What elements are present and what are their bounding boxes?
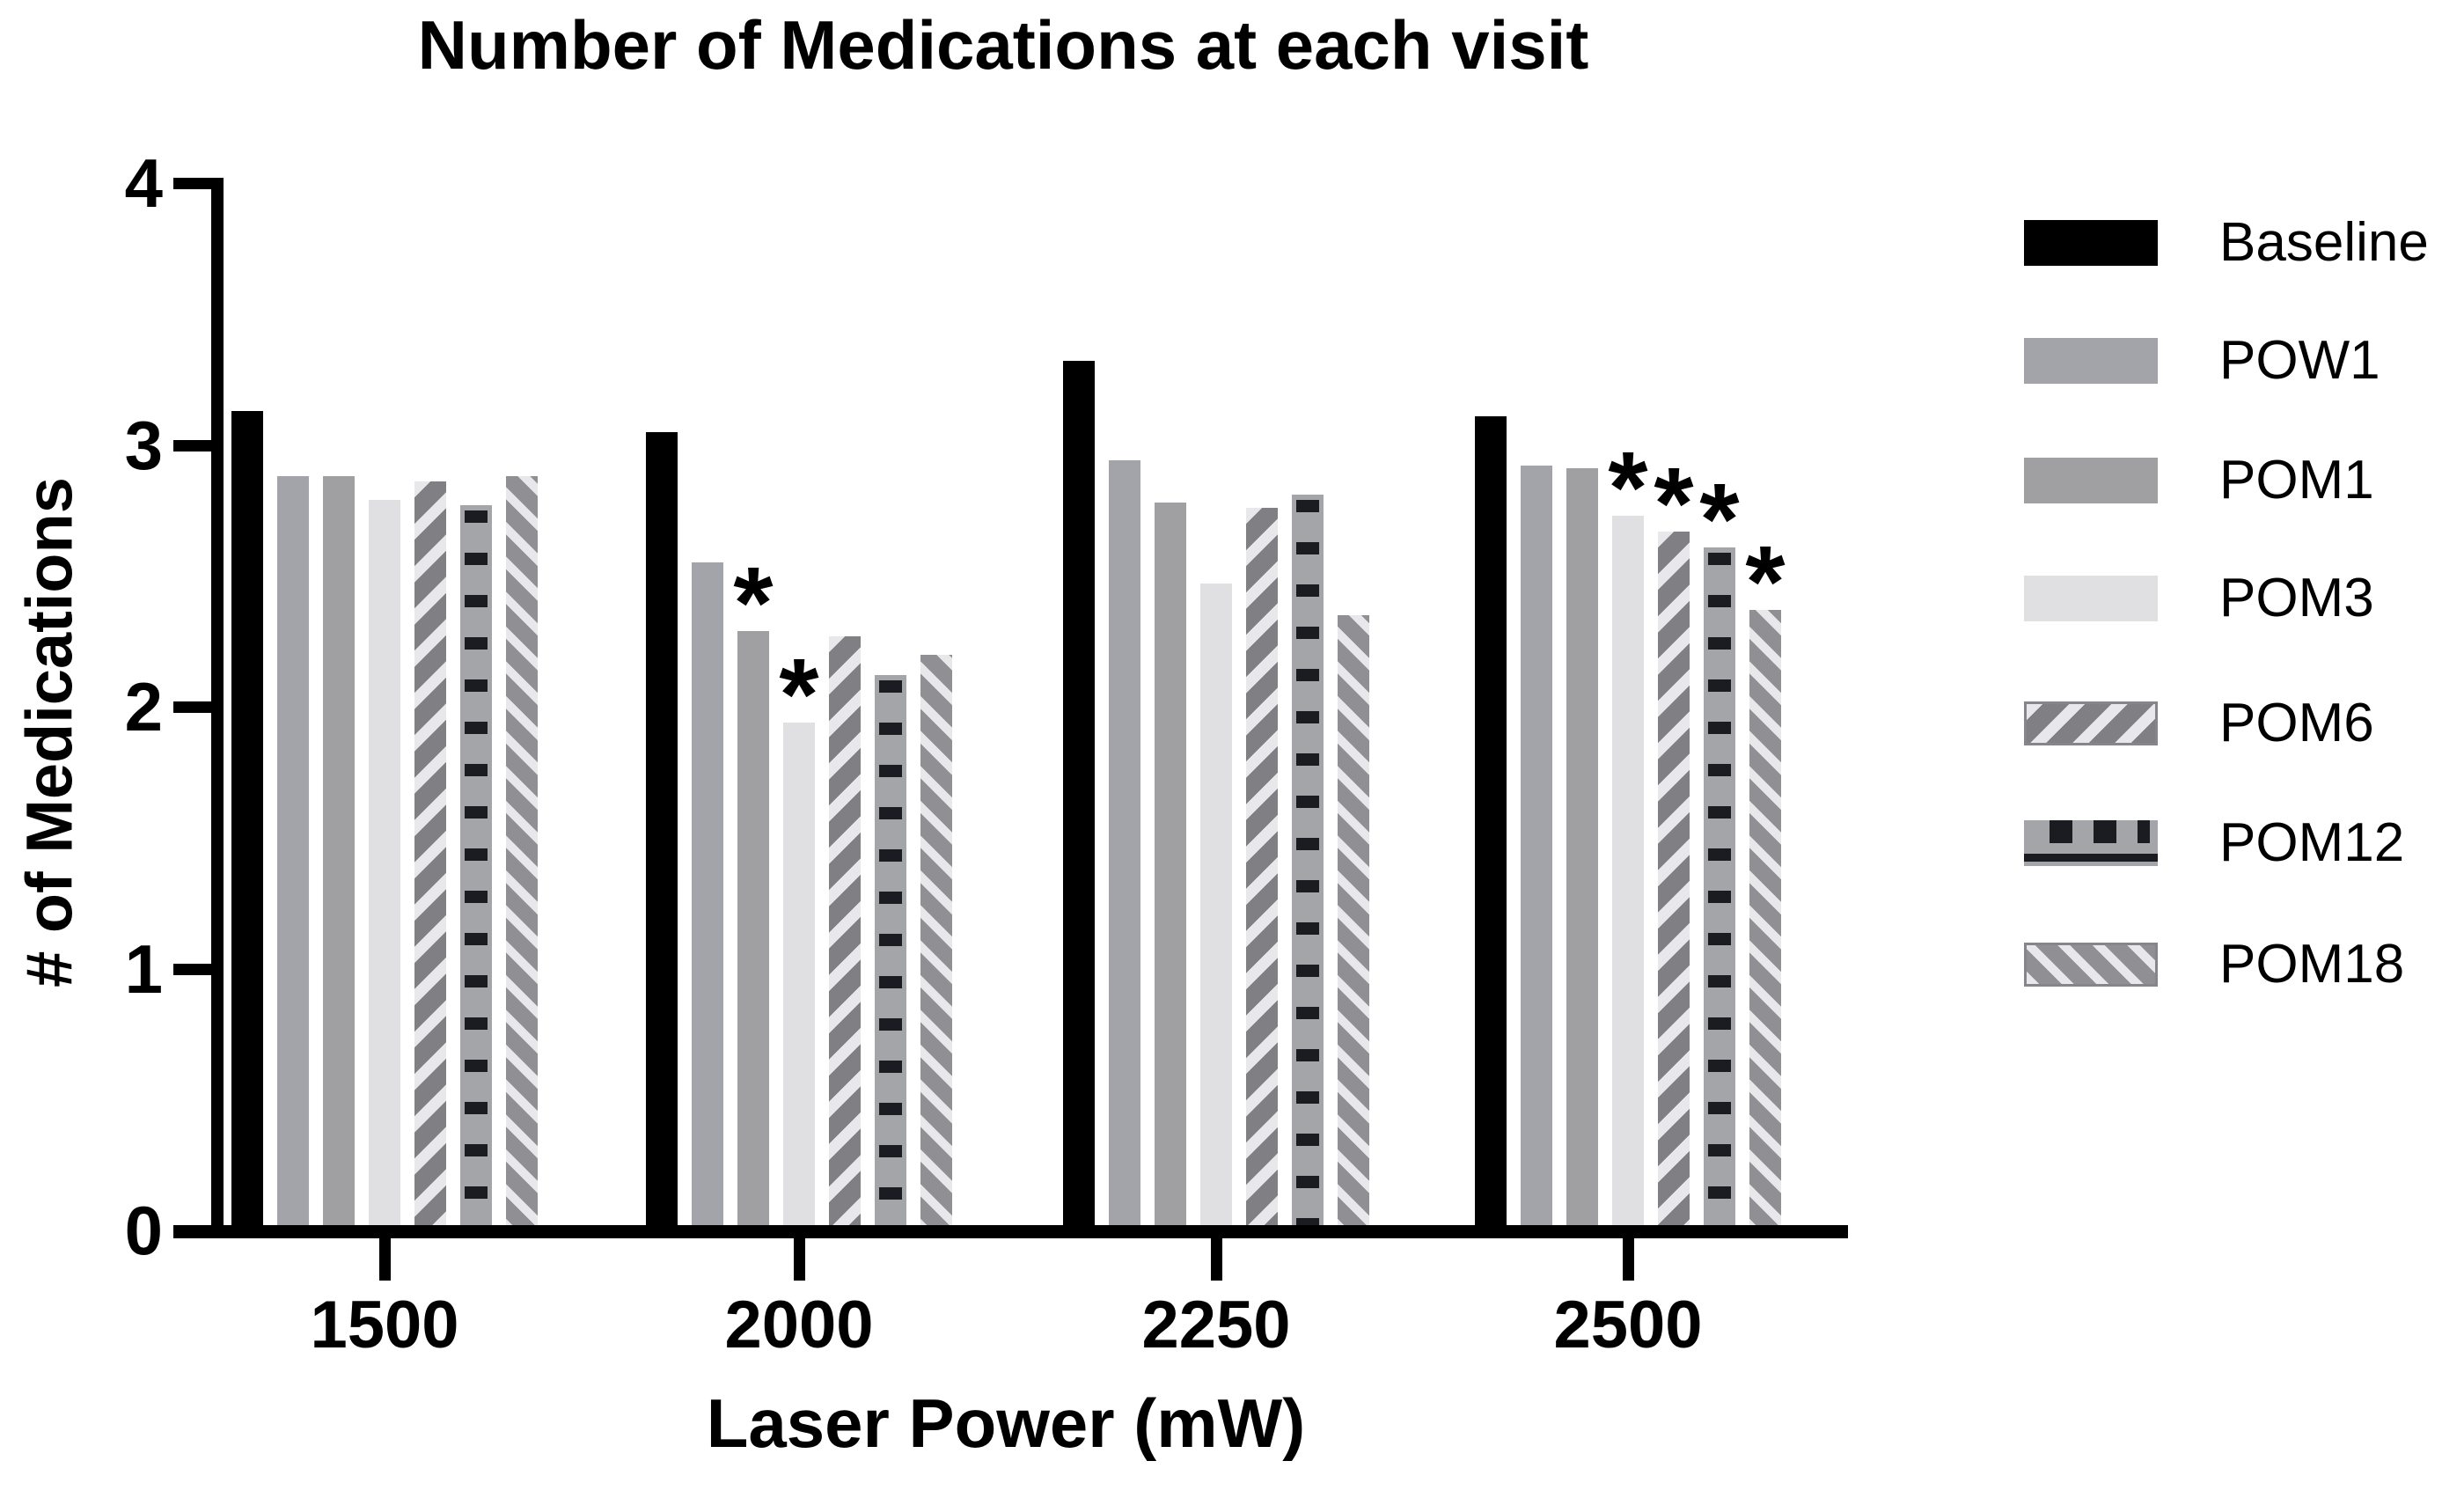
x-tick-label-2000: 2000 [724, 1288, 874, 1362]
bar-1500-POM3 [369, 499, 400, 1231]
bar-2250-POM18 [1338, 614, 1369, 1231]
significance-star-2500-POM18: * [1745, 524, 1786, 639]
x-tick-2500 [1623, 1238, 1634, 1281]
bar-1500-POM1 [323, 476, 355, 1231]
y-axis-line [211, 178, 224, 1237]
legend-label-POM3: POM3 [2219, 568, 2374, 628]
significance-star-2000-POM1: * [733, 545, 774, 660]
chart-title: Number of Medications at each visit [417, 6, 1589, 84]
bar-2250-POW1 [1109, 460, 1140, 1231]
legend-row-Baseline: Baseline [2024, 212, 2429, 274]
x-tick-label-2500: 2500 [1553, 1288, 1703, 1362]
x-tick-label-2250: 2250 [1141, 1288, 1291, 1362]
legend-swatch-POM3 [2024, 576, 2158, 621]
x-tick-2000 [794, 1238, 805, 1281]
y-tick-label-0: 0 [124, 1192, 163, 1269]
bar-1500-POM18 [506, 476, 538, 1231]
legend-swatch-POM6 [2024, 701, 2158, 745]
legend-swatch-POW1 [2024, 338, 2158, 384]
legend-swatch-Baseline [2024, 220, 2158, 266]
legend-row-POM12: POM12 [2024, 812, 2404, 874]
legend-label-POM6: POM6 [2219, 693, 2374, 753]
significance-star-2500-POM6: * [1654, 445, 1694, 561]
bar-2500-POM18 [1749, 609, 1781, 1231]
legend-label-Baseline: Baseline [2219, 212, 2429, 273]
bar-1500-POM6 [414, 481, 446, 1231]
bar-2000-POM3 [783, 722, 815, 1231]
bar-2000-POM6 [829, 635, 861, 1231]
bar-2000-POM1 [737, 630, 769, 1231]
y-tick-label-4: 4 [124, 144, 163, 222]
bar-2000-Baseline [646, 431, 678, 1231]
bar-2000-POM12 [875, 675, 906, 1231]
bar-2500-POM6 [1658, 531, 1690, 1231]
legend-label-POM12: POM12 [2219, 812, 2405, 873]
bar-2250-POM1 [1155, 502, 1186, 1231]
legend-swatch-POM18 [2024, 943, 2158, 987]
y-tick-label-3: 3 [124, 406, 163, 484]
y-tick-label-2: 2 [124, 668, 163, 745]
legend-label-POM18: POM18 [2219, 934, 2405, 995]
bar-2000-POW1 [692, 562, 723, 1231]
legend-row-POM1: POM1 [2024, 450, 2374, 511]
bar-2500-Baseline [1475, 415, 1507, 1231]
legend-row-POM3: POM3 [2024, 568, 2374, 629]
legend-row-POM18: POM18 [2024, 934, 2404, 995]
legend-row-POM6: POM6 [2024, 693, 2374, 754]
y-tick-4 [173, 178, 211, 189]
significance-star-2500-POM12: * [1699, 461, 1740, 576]
y-tick-1 [173, 963, 211, 975]
legend-swatch-POM12 [2024, 820, 2158, 866]
x-tick-label-1500: 1500 [310, 1288, 459, 1362]
legend-label-POM1: POM1 [2219, 450, 2374, 510]
y-tick-3 [173, 439, 211, 452]
bar-1500-POW1 [277, 476, 309, 1231]
bar-1500-Baseline [231, 410, 263, 1231]
bar-2250-POM6 [1246, 507, 1278, 1231]
bar-2000-POM18 [920, 654, 952, 1231]
significance-star-2500-POM3: * [1608, 429, 1648, 545]
y-tick-2 [173, 701, 211, 713]
bar-2500-POM3 [1612, 515, 1644, 1231]
x-tick-2250 [1211, 1238, 1222, 1281]
bar-2250-Baseline [1063, 361, 1095, 1231]
bar-2500-POW1 [1521, 466, 1552, 1231]
bar-2250-POM3 [1200, 584, 1232, 1231]
bar-1500-POM12 [460, 504, 492, 1231]
significance-star-2000-POM3: * [779, 636, 819, 752]
y-tick-0 [173, 1225, 211, 1237]
x-axis-title: Laser Power (mW) [706, 1384, 1306, 1462]
legend-label-POW1: POW1 [2219, 330, 2380, 391]
bar-2250-POM12 [1292, 495, 1324, 1231]
legend-swatch-POM1 [2024, 458, 2158, 503]
y-tick-label-1: 1 [124, 929, 163, 1008]
legend-row-POW1: POW1 [2024, 330, 2380, 392]
bar-2500-POM1 [1566, 468, 1598, 1231]
x-axis-line [173, 1225, 1848, 1238]
bar-2500-POM12 [1704, 547, 1735, 1231]
x-tick-1500 [379, 1238, 391, 1281]
